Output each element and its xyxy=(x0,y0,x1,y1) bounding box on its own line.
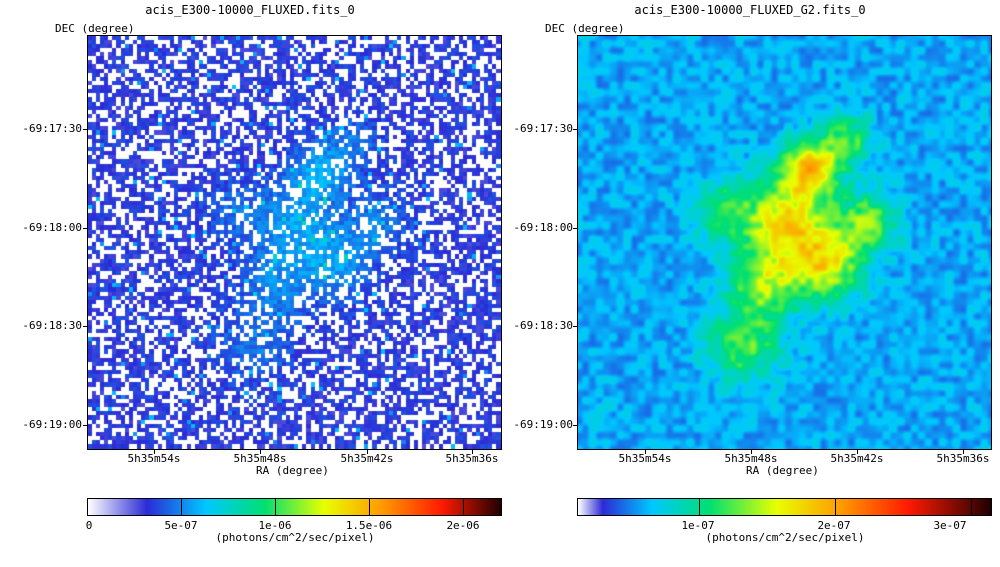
right-colorbar-label: 3e-07 xyxy=(933,519,967,532)
left-dec-axis-label: DEC (degree) xyxy=(55,22,135,35)
right-y-tick-label: -69:18:00 xyxy=(513,221,573,234)
left-colorbar-tick xyxy=(463,499,464,515)
left-raw-flux-image[interactable] xyxy=(87,35,502,450)
left-x-tick-label: 5h35m36s xyxy=(445,452,499,465)
left-x-tick-mark xyxy=(367,450,368,454)
left-panel: acis_E300-10000_FLUXED.fits_0 DEC (degre… xyxy=(22,3,502,544)
right-y-tick-label: -69:18:30 xyxy=(513,319,573,332)
left-colorbar-tick xyxy=(275,499,276,515)
right-colorbar-label: 2e-07 xyxy=(817,519,851,532)
left-y-tick-mark xyxy=(83,228,87,229)
left-colorbar-label: 1e-06 xyxy=(258,519,292,532)
left-y-tick-mark xyxy=(83,326,87,327)
right-x-tick-label: 5h35m54s xyxy=(618,452,672,465)
right-colorbar xyxy=(577,498,992,516)
left-colorbar-label: 5e-07 xyxy=(164,519,198,532)
right-dec-axis-label: DEC (degree) xyxy=(545,22,625,35)
right-y-tick-mark xyxy=(573,129,577,130)
right-y-tick-label: -69:17:30 xyxy=(513,122,573,135)
left-x-tick-label: 5h35m54s xyxy=(127,452,181,465)
left-colorbar xyxy=(87,498,502,516)
right-ra-axis-label: RA (degree) xyxy=(746,464,819,477)
right-y-tick-mark xyxy=(573,326,577,327)
left-colorbar-label: 0 xyxy=(85,519,93,532)
left-y-tick-label: -69:17:30 xyxy=(22,122,82,135)
right-y-tick-label: -69:19:00 xyxy=(513,418,573,431)
right-colorbar-tick xyxy=(835,499,836,515)
left-y-tick-mark xyxy=(83,425,87,426)
left-colorbar-label: 1.5e-06 xyxy=(345,519,393,532)
left-colorbar-label: 2e-06 xyxy=(446,519,480,532)
left-x-tick-label: 5h35m42s xyxy=(340,452,394,465)
right-colorbar-label: 1e-07 xyxy=(681,519,715,532)
right-panel: acis_E300-10000_FLUXED_G2.fits_0 DEC (de… xyxy=(500,0,1000,567)
left-x-tick-mark xyxy=(472,450,473,454)
right-x-tick-mark xyxy=(751,450,752,454)
left-image-title: acis_E300-10000_FLUXED.fits_0 xyxy=(145,3,355,17)
left-x-tick-mark xyxy=(154,450,155,454)
right-smoothed-flux-image[interactable] xyxy=(577,35,992,450)
left-colorbar-unit: (photons/cm^2/sec/pixel) xyxy=(215,531,375,544)
left-ra-axis-label: RA (degree) xyxy=(256,464,329,477)
right-x-tick-mark xyxy=(963,450,964,454)
right-x-tick-label: 5h35m48s xyxy=(724,452,778,465)
right-x-tick-label: 5h35m42s xyxy=(830,452,884,465)
left-x-tick-mark xyxy=(260,450,261,454)
right-image-canvas xyxy=(578,36,991,449)
left-colorbar-tick xyxy=(369,499,370,515)
right-image-title: acis_E300-10000_FLUXED_G2.fits_0 xyxy=(634,3,866,17)
right-y-tick-mark xyxy=(573,425,577,426)
right-colorbar-tick xyxy=(971,499,972,515)
right-x-tick-mark xyxy=(857,450,858,454)
right-colorbar-unit: (photons/cm^2/sec/pixel) xyxy=(705,531,865,544)
left-x-tick-label: 5h35m48s xyxy=(233,452,287,465)
left-image-canvas xyxy=(88,36,501,449)
left-y-tick-label: -69:18:30 xyxy=(22,319,82,332)
right-x-tick-label: 5h35m36s xyxy=(936,452,990,465)
right-y-tick-mark xyxy=(573,228,577,229)
left-y-tick-mark xyxy=(83,129,87,130)
right-x-tick-mark xyxy=(645,450,646,454)
left-y-tick-label: -69:18:00 xyxy=(22,221,82,234)
right-colorbar-tick xyxy=(699,499,700,515)
left-y-tick-label: -69:19:00 xyxy=(22,418,82,431)
left-colorbar-tick xyxy=(181,499,182,515)
